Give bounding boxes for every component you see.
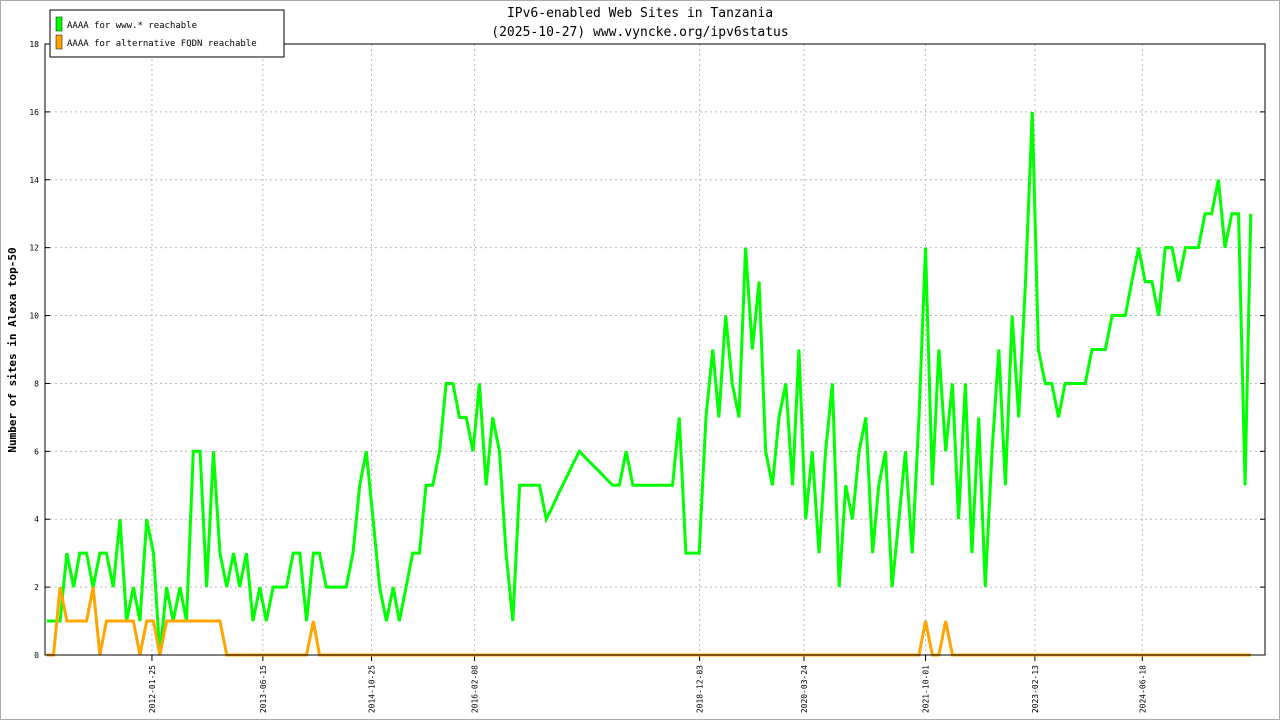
x-tick-label: 2013-06-15	[259, 665, 268, 713]
chart-subtitle: (2025-10-27) www.vyncke.org/ipv6status	[491, 25, 788, 40]
y-axis-label: Number of sites in Alexa top-50	[6, 247, 19, 452]
y-tick-label: 0	[34, 651, 39, 660]
legend-swatch	[55, 16, 63, 32]
y-tick-label: 6	[34, 447, 39, 456]
y-tick-label: 18	[29, 40, 39, 49]
y-tick-label: 16	[29, 108, 39, 117]
x-tick-label: 2014-10-25	[368, 665, 377, 713]
legend-label: AAAA for www.* reachable	[67, 21, 197, 31]
series-line	[46, 111, 1253, 656]
x-tick-label: 2023-02-13	[1031, 665, 1040, 713]
y-tick-label: 4	[34, 515, 39, 524]
legend-label: AAAA for alternative FQDN reachable	[67, 39, 257, 49]
x-tick-label: 2021-10-01	[922, 665, 931, 713]
x-tick-label: 2018-12-03	[696, 665, 705, 713]
y-tick-label: 2	[34, 583, 39, 592]
plot-frame	[44, 43, 1266, 656]
x-tick-label: 2020-03-24	[800, 665, 809, 713]
legend-swatch	[55, 34, 63, 50]
y-tick-label: 14	[29, 176, 39, 185]
chart-title: IPv6-enabled Web Sites in Tanzania	[507, 6, 773, 21]
y-tick-label: 12	[29, 244, 39, 253]
y-tick-label: 8	[34, 379, 39, 388]
grid: 0 2 4 6 8 10 12 14 16 18 2012-01-25 2013-06-15 2014-…	[29, 40, 1265, 713]
x-tick-label: 2012-01-25	[148, 665, 157, 713]
x-tick-label: 2016-02-08	[471, 665, 480, 713]
y-tick-label: 10	[29, 312, 39, 321]
legend-box	[49, 9, 285, 58]
x-tick-label: 2024-06-18	[1138, 665, 1147, 713]
legend: AAAA for www.* reachable AAAA for alterna…	[49, 9, 285, 58]
